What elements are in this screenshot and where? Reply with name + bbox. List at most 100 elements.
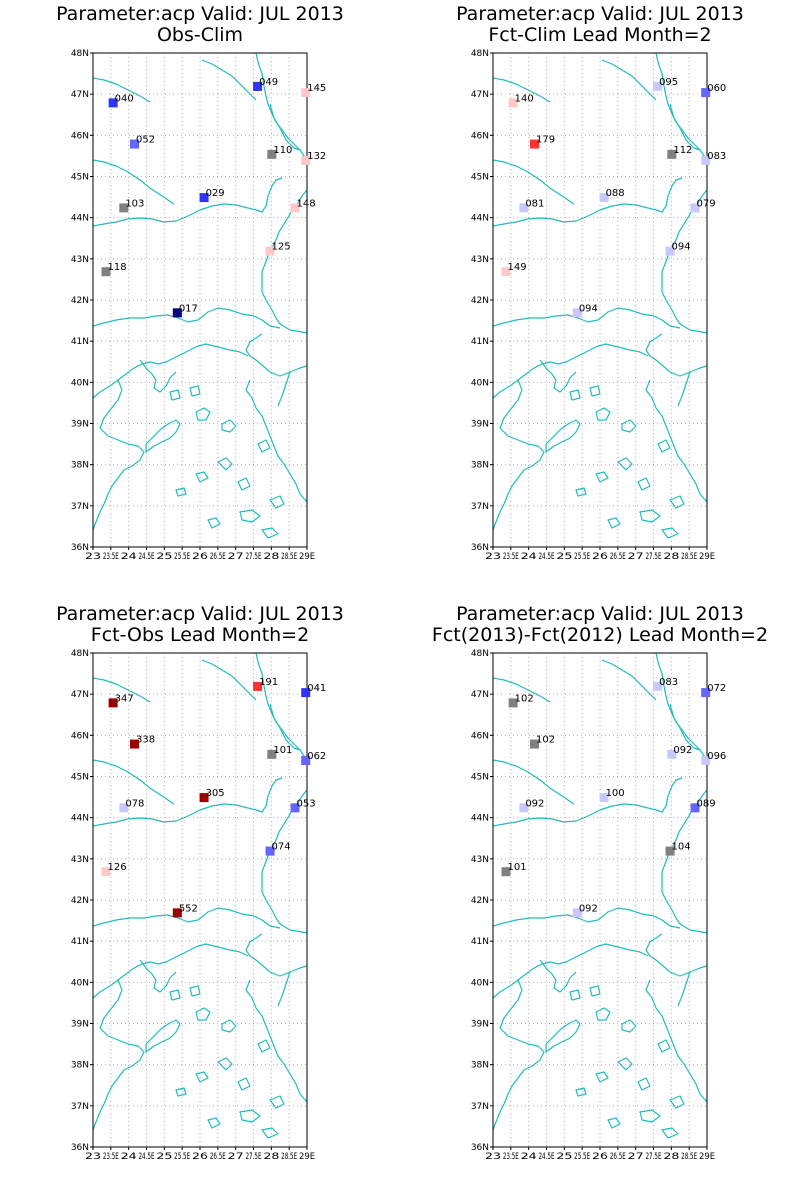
coastline [189,385,201,397]
lat-tick-label: 38N [71,461,89,471]
panel-subtitle: Fct-Obs Lead Month=2 [90,624,310,646]
coastline [92,307,281,329]
lon-tick-label: 26.5E [610,1152,626,1162]
coastline [492,177,683,227]
station-value-label: 092 [673,745,692,756]
lat-tick-label: 36N [471,543,489,553]
coastline [589,985,601,997]
station-marker [267,749,277,759]
coastline [189,985,201,997]
lat-tick-label: 40N [71,378,89,388]
coastline [669,495,685,509]
coastline [492,943,615,999]
coastline [92,159,175,205]
coastline [621,1019,637,1033]
station-value-label: 062 [307,751,326,762]
lat-tick-label: 36N [471,1143,489,1153]
station-value-label: 305 [206,788,225,799]
station-marker [265,846,275,856]
station-marker [667,149,677,159]
lon-tick-label: 23.5E [103,1152,119,1162]
lat-tick-label: 43N [71,855,89,865]
lon-tick-label: 26 [192,552,208,562]
coastline [169,389,181,401]
lon-tick-label: 23 [85,1152,101,1162]
station-marker [119,203,129,213]
lat-tick-label: 47N [471,90,489,100]
lon-tick-label: 29E [699,552,715,562]
coastline [237,1077,251,1091]
lon-tick-label: 24.5E [539,552,555,562]
station-value-label: 102 [515,693,534,704]
coastline [575,487,587,497]
panel-title: Parameter:acp Valid: JUL 2013 [456,3,744,25]
coastline [492,777,683,827]
coastline [492,379,545,531]
station-marker [172,908,182,918]
lat-tick-label: 39N [71,1020,89,1030]
station-value-label: 110 [273,145,292,156]
station-marker [501,267,511,277]
coastline [601,59,657,101]
lat-tick-label: 45N [71,173,89,183]
lon-tick-label: 24.5E [539,1152,555,1162]
station-marker [130,739,140,749]
station-marker [690,203,700,213]
coastline [269,103,308,163]
station-marker [172,308,182,318]
coastline [245,979,308,1103]
lon-tick-label: 28.5E [681,552,697,562]
station-marker [130,139,140,149]
coastline [92,907,281,929]
station-marker [599,193,609,203]
station-marker [508,98,518,108]
lat-tick-label: 36N [71,1143,89,1153]
lon-tick-label: 28.5E [281,552,297,562]
station-value-label: 118 [107,262,126,273]
panel-obs-clim: Parameter:acp Valid: JUL 2013 Obs-Clim 3… [0,0,400,600]
lat-tick-label: 46N [471,731,489,741]
station-marker [667,749,677,759]
station-value-label: 148 [297,198,316,209]
coastline [492,677,551,703]
coastline [169,989,181,1001]
station-value-label: 103 [125,198,144,209]
station-marker [301,688,311,698]
lat-tick-label: 46N [71,731,89,741]
station-value-label: 145 [307,83,326,94]
lat-tick-label: 47N [71,90,89,100]
lon-tick-label: 27.5E [646,552,662,562]
lon-tick-label: 28 [663,552,679,562]
station-value-label: 049 [259,77,278,88]
station-marker [253,81,263,91]
lat-tick-label: 46N [471,131,489,141]
lon-tick-label: 23 [485,552,501,562]
lon-tick-label: 25.5E [574,1152,590,1162]
lon-tick-label: 24.5E [139,1152,155,1162]
map-background [93,53,307,547]
coastline [201,59,257,101]
coastline [145,1019,181,1053]
station-marker [701,156,711,166]
lat-tick-label: 41N [471,937,489,947]
lat-tick-label: 44N [71,214,89,224]
lat-tick-label: 48N [71,649,89,659]
station-value-label: 149 [507,262,526,273]
station-marker [653,681,663,691]
lon-tick-label: 28 [663,1152,679,1162]
station-marker [267,149,277,159]
coastline [621,419,637,433]
station-marker [508,698,518,708]
lat-tick-label: 40N [471,978,489,988]
lon-tick-label: 25 [556,1152,572,1162]
coastline [213,945,249,957]
coastline [637,477,651,491]
coastline [655,52,701,151]
coastline [539,959,577,993]
lat-tick-label: 45N [471,773,489,783]
coastline [595,1071,609,1083]
coastline [569,989,581,1001]
station-value-label: 096 [707,751,726,762]
station-marker [701,756,711,766]
lat-tick-label: 47N [471,690,489,700]
